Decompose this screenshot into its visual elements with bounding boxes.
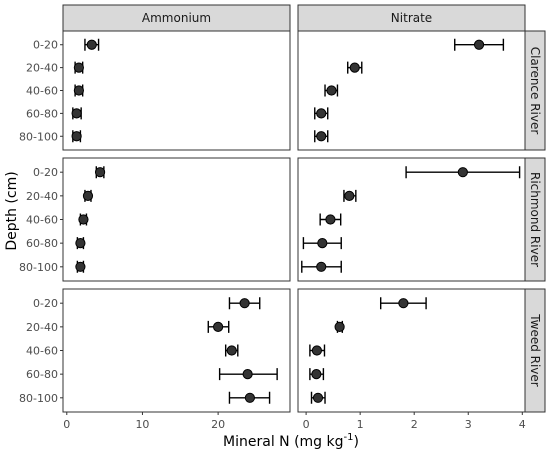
point-clarence-river-ammonium-80-100 <box>71 131 82 142</box>
point-richmond-river-nitrate-40-60 <box>325 214 336 225</box>
point-clarence-river-ammonium-20-40 <box>73 62 84 73</box>
strip-richmond-river <box>524 157 546 282</box>
x-tick-label-ammonium-0: 0 <box>63 418 70 431</box>
point-tweed-river-nitrate-0-20 <box>398 298 409 309</box>
x-axis-title: Mineral N (mg kg-1) <box>223 432 359 450</box>
x-tick-label-nitrate-2: 2 <box>411 418 418 431</box>
y-tick-label-tweed-river-60-80: 60-80 <box>26 368 58 381</box>
strip-label-clarence-river: Clarence River <box>528 47 542 135</box>
y-axis-title: Depth (cm) <box>4 171 20 250</box>
x-axis-title-suffix: ) <box>354 434 359 450</box>
x-tick-label-nitrate-3: 3 <box>465 418 472 431</box>
point-richmond-river-ammonium-60-80 <box>75 238 86 249</box>
y-tick-label-tweed-river-40-60: 40-60 <box>26 345 58 358</box>
data-marks <box>71 38 521 404</box>
point-richmond-river-nitrate-80-100 <box>316 261 327 272</box>
x-axis-title-text: Mineral N (mg kg <box>223 434 343 450</box>
point-richmond-river-nitrate-60-80 <box>317 238 328 249</box>
x-tick-label-ammonium-20: 20 <box>211 418 225 431</box>
strip-tweed-river <box>524 288 546 413</box>
point-tweed-river-nitrate-20-40 <box>334 321 345 332</box>
point-clarence-river-nitrate-80-100 <box>316 131 327 142</box>
point-richmond-river-ammonium-80-100 <box>75 261 86 272</box>
point-richmond-river-ammonium-0-20 <box>94 167 106 178</box>
strip-nitrate <box>297 4 526 32</box>
axis-ticks: 0-20 20-40 40-60 60-80 80-100 0-20 20-40 40-60 6… <box>19 39 526 431</box>
point-richmond-river-nitrate-20-40 <box>344 190 355 201</box>
point-clarence-river-nitrate-20-40 <box>349 62 360 73</box>
strip-label-tweed-river: Tweed River <box>528 313 542 387</box>
panel-clarence-river-ammonium <box>62 30 291 151</box>
point-clarence-river-ammonium-40-60 <box>73 85 84 96</box>
point-richmond-river-ammonium-40-60 <box>78 214 89 225</box>
point-clarence-river-ammonium-0-20 <box>86 39 97 50</box>
y-tick-label-richmond-river-0-20: 0-20 <box>33 166 58 179</box>
y-tick-label-tweed-river-20-40: 20-40 <box>26 321 58 334</box>
point-tweed-river-ammonium-60-80 <box>242 369 253 380</box>
x-axis-title-superscript: -1 <box>344 432 354 443</box>
y-tick-label-richmond-river-60-80: 60-80 <box>26 237 58 250</box>
point-tweed-river-nitrate-80-100 <box>312 392 324 403</box>
x-tick-label-ammonium-10: 10 <box>135 418 149 431</box>
point-tweed-river-ammonium-40-60 <box>226 345 237 356</box>
point-clarence-river-nitrate-40-60 <box>326 85 337 96</box>
point-tweed-river-ammonium-20-40 <box>213 321 224 332</box>
strip-label-ammonium: Ammonium <box>142 11 211 25</box>
x-tick-label-nitrate-4: 4 <box>519 418 526 431</box>
point-clarence-river-ammonium-60-80 <box>71 108 82 119</box>
y-tick-label-clarence-river-40-60: 40-60 <box>26 85 58 98</box>
y-tick-label-richmond-river-40-60: 40-60 <box>26 214 58 227</box>
panel-richmond-river-ammonium <box>62 157 291 282</box>
strip-ammonium <box>62 4 291 32</box>
point-tweed-river-nitrate-40-60 <box>311 345 323 356</box>
strip-label-richmond-river: Richmond River <box>528 172 542 267</box>
panel-tweed-river-nitrate <box>297 288 526 413</box>
point-richmond-river-ammonium-20-40 <box>82 190 94 201</box>
x-tick-label-nitrate-0: 0 <box>303 418 310 431</box>
point-clarence-river-nitrate-60-80 <box>316 108 327 119</box>
point-tweed-river-nitrate-60-80 <box>311 369 322 380</box>
y-tick-label-clarence-river-80-100: 80-100 <box>19 130 58 143</box>
facet-strips: Ammonium Nitrate Clarence River Richmond Ri… <box>62 4 546 413</box>
y-tick-label-richmond-river-20-40: 20-40 <box>26 190 58 203</box>
y-tick-label-clarence-river-0-20: 0-20 <box>33 39 58 52</box>
y-tick-label-clarence-river-60-80: 60-80 <box>26 107 58 120</box>
x-tick-label-nitrate-1: 1 <box>357 418 364 431</box>
y-tick-label-tweed-river-80-100: 80-100 <box>19 392 58 405</box>
point-tweed-river-ammonium-0-20 <box>239 298 250 309</box>
point-richmond-river-nitrate-0-20 <box>457 167 468 178</box>
point-clarence-river-nitrate-0-20 <box>473 39 485 50</box>
strip-label-nitrate: Nitrate <box>391 11 432 25</box>
panel-frames <box>62 30 526 413</box>
y-tick-label-tweed-river-0-20: 0-20 <box>33 297 58 310</box>
panel-tweed-river-ammonium <box>62 288 291 413</box>
y-tick-label-clarence-river-20-40: 20-40 <box>26 62 58 75</box>
point-tweed-river-ammonium-80-100 <box>244 392 255 403</box>
y-tick-label-richmond-river-80-100: 80-100 <box>19 261 58 274</box>
strip-clarence-river <box>524 30 546 151</box>
